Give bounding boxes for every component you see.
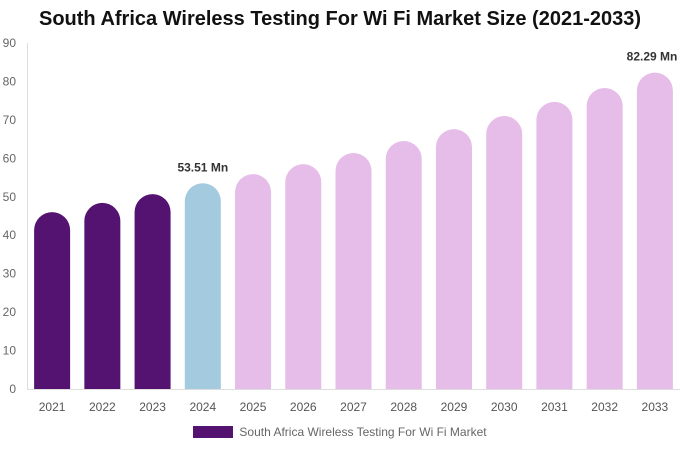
y-tick-label: 0 (9, 382, 16, 396)
bar-2028 (385, 141, 422, 389)
y-tick-label: 30 (3, 267, 17, 281)
x-tick-label: 2032 (591, 400, 618, 414)
bar-2033 (636, 72, 673, 390)
bar-2030 (486, 116, 523, 390)
bar-2027 (335, 152, 372, 389)
bar-2029 (435, 129, 472, 390)
legend-label: South Africa Wireless Testing For Wi Fi … (239, 425, 487, 439)
y-tick-label: 80 (3, 74, 17, 88)
bar-2026 (285, 164, 322, 389)
y-tick-label: 50 (3, 190, 17, 204)
bar-2024 (184, 183, 221, 389)
x-tick-label: 2028 (390, 400, 417, 414)
x-tick-label: 2025 (240, 400, 267, 414)
x-tick-label: 2027 (340, 400, 367, 414)
bar-2025 (235, 174, 272, 389)
legend: South Africa Wireless Testing For Wi Fi … (0, 425, 680, 439)
x-tick-label: 2026 (290, 400, 317, 414)
y-tick-label: 40 (3, 228, 17, 242)
y-tick-label: 70 (3, 113, 17, 127)
bar-2031 (536, 101, 573, 389)
chart-title: South Africa Wireless Testing For Wi Fi … (38, 8, 642, 30)
y-tick-label: 60 (3, 151, 17, 165)
x-tick-label: 2021 (39, 400, 66, 414)
bar-2022 (84, 202, 121, 389)
x-tick-label: 2022 (89, 400, 116, 414)
data-label-2033: 82.29 Mn (627, 50, 678, 64)
y-tick-label: 90 (3, 36, 17, 50)
bar-2032 (586, 87, 623, 389)
x-tick-label: 2023 (139, 400, 166, 414)
y-tick-label: 20 (3, 305, 17, 319)
y-tick-label: 10 (3, 344, 17, 358)
x-tick-label: 2033 (642, 400, 669, 414)
x-tick-label: 2031 (541, 400, 568, 414)
data-label-2024: 53.51 Mn (177, 160, 228, 174)
bar-2021 (34, 212, 71, 389)
bar-2023 (134, 194, 171, 389)
x-tick-label: 2029 (441, 400, 468, 414)
legend-swatch (193, 426, 234, 438)
x-tick-label: 2024 (189, 400, 216, 414)
x-tick-label: 2030 (491, 400, 518, 414)
